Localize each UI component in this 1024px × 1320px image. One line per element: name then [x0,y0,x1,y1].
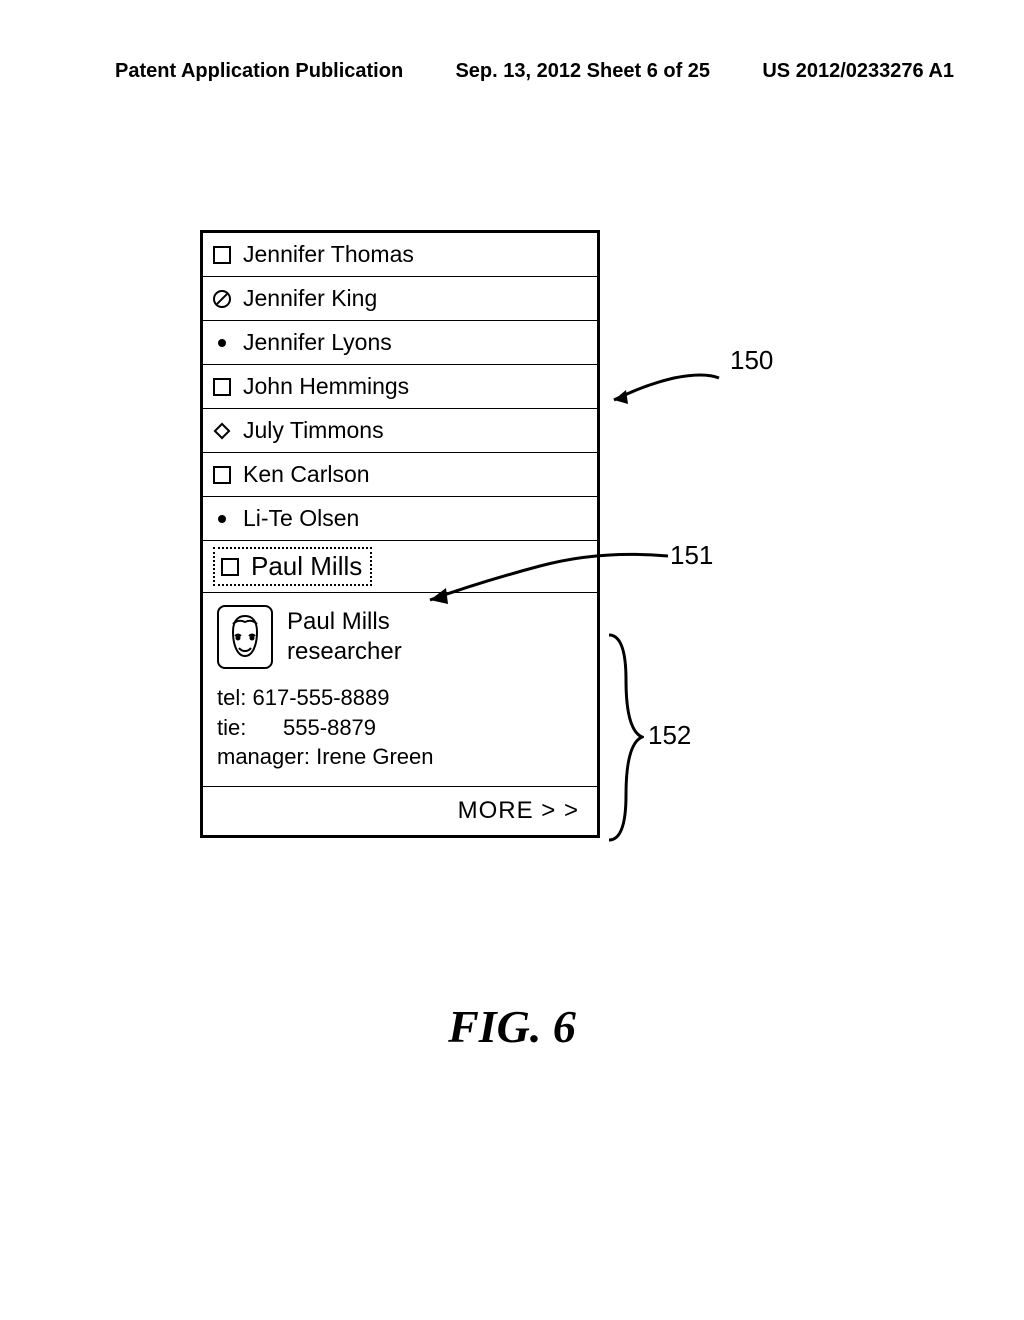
square-icon [213,378,231,396]
header-left: Patent Application Publication [115,60,403,83]
contact-name: Jennifer King [243,285,377,312]
contact-name: July Timmons [243,417,384,444]
dot-icon [213,334,231,352]
callout-label-151: 151 [670,540,713,571]
tel-value: 617-555-8889 [252,685,389,710]
tel-label: tel: [217,685,246,710]
square-icon [221,558,239,576]
tie-value: 555-8879 [283,715,376,740]
callout-label-152: 152 [648,720,691,751]
page-header: Patent Application Publication Sep. 13, … [0,60,1024,83]
list-item[interactable]: John Hemmings [203,365,597,409]
tie-label: tie: [217,715,246,740]
list-item[interactable]: Li-Te Olsen [203,497,597,541]
selection-highlight: Paul Mills [213,547,372,586]
square-icon [213,246,231,264]
contact-name: Ken Carlson [243,461,370,488]
detail-name-role: Paul Mills researcher [287,607,402,667]
figure-caption: FIG. 6 [0,1000,1024,1053]
nosign-icon [213,290,231,308]
contact-name: Jennifer Thomas [243,241,414,268]
header-mid: Sep. 13, 2012 Sheet 6 of 25 [455,60,710,83]
contact-list-panel: Jennifer Thomas Jennifer King Jennifer L… [200,230,600,838]
manager-value: Irene Green [316,744,433,769]
detail-name: Paul Mills [287,607,402,637]
dot-icon [213,510,231,528]
contact-name: Li-Te Olsen [243,505,359,532]
contact-name: Paul Mills [251,551,362,582]
avatar-icon [217,605,273,669]
list-item[interactable]: Jennifer Lyons [203,321,597,365]
figure-area: Jennifer Thomas Jennifer King Jennifer L… [200,230,600,838]
detail-role: researcher [287,637,402,667]
manager-label: manager: [217,744,310,769]
callout-arrow-151 [420,548,670,608]
list-item[interactable]: July Timmons [203,409,597,453]
header-right: US 2012/0233276 A1 [762,60,954,83]
callout-arrow-150 [604,370,724,420]
contact-name: John Hemmings [243,373,409,400]
detail-lines: tel: 617-555-8889 tie: 555-8879 manager:… [217,683,583,772]
detail-header: Paul Mills researcher [217,605,583,669]
list-item[interactable]: Jennifer King [203,277,597,321]
square-icon [213,466,231,484]
more-button[interactable]: MORE > > [203,787,597,835]
contact-detail-pane: Paul Mills researcher tel: 617-555-8889 … [203,593,597,787]
callout-brace-152 [604,630,644,845]
contact-name: Jennifer Lyons [243,329,392,356]
list-item[interactable]: Ken Carlson [203,453,597,497]
callout-label-150: 150 [730,345,773,376]
diamond-icon [213,422,231,440]
list-item[interactable]: Jennifer Thomas [203,233,597,277]
